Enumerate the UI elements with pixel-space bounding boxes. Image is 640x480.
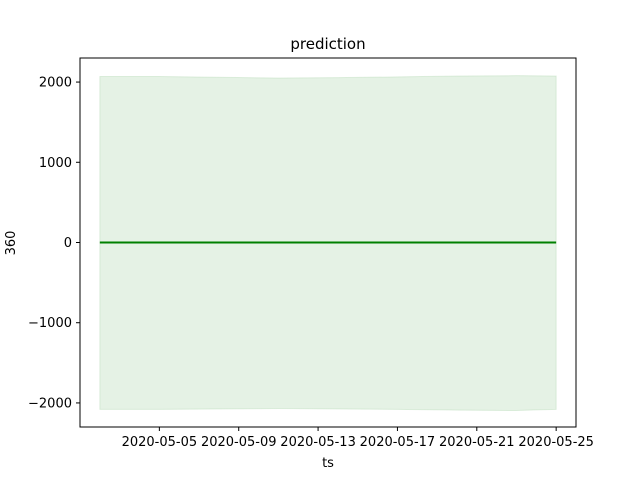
x-tick-label: 2020-05-05 [122,435,198,450]
y-tick-label: −2000 [28,396,72,411]
x-axis-ticks: 2020-05-05 2020-05-09 2020-05-13 2020-05-17… [122,427,594,450]
chart-title: prediction [290,35,365,53]
y-tick-label: −1000 [28,316,72,331]
y-axis-label: 360 [4,231,19,256]
x-axis-label: ts [322,456,334,471]
y-tick-label: 0 [64,236,72,251]
x-tick-label: 2020-05-13 [280,435,356,450]
x-tick-label: 2020-05-25 [518,435,594,450]
x-tick-label: 2020-05-09 [201,435,277,450]
plot-area [99,75,557,412]
y-axis-ticks: −2000 −1000 0 1000 2000 [28,76,80,411]
x-tick-label: 2020-05-21 [439,435,515,450]
y-tick-label: 2000 [39,76,72,91]
x-tick-label: 2020-05-17 [360,435,436,450]
y-tick-label: 1000 [39,156,72,171]
